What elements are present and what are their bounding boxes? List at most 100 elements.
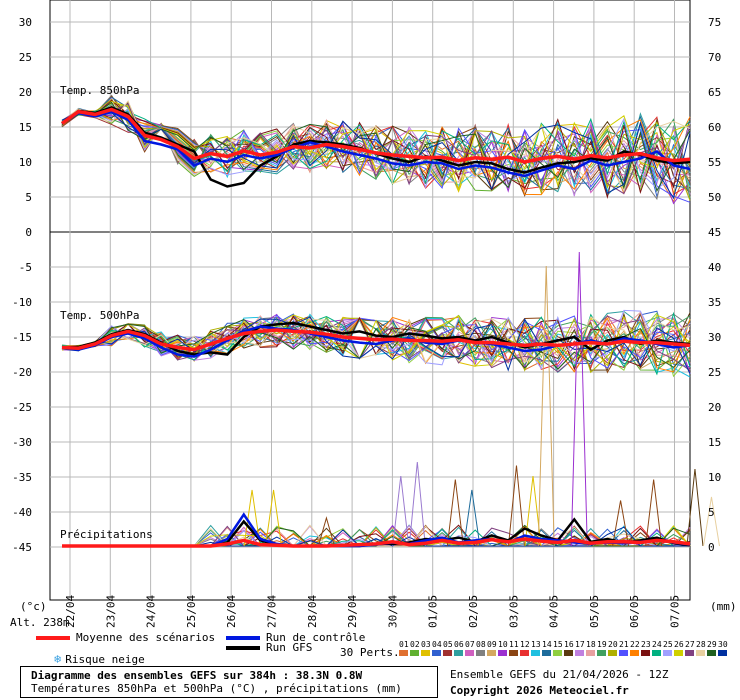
- right-tick-label: 50: [708, 191, 721, 204]
- pert-color-cell: [498, 650, 507, 656]
- left-tick-label: -40: [12, 506, 32, 519]
- pert-color-cell: [399, 650, 408, 656]
- pert-number-label: 25: [663, 640, 673, 649]
- pert-number-label: 09: [487, 640, 497, 649]
- pert-number-label: 13: [531, 640, 541, 649]
- legend-snow-label: Risque neige: [65, 653, 145, 666]
- pert-number-label: 24: [652, 640, 662, 649]
- mean-line-850: [60, 107, 691, 164]
- x-date-label: 07/05: [669, 595, 682, 628]
- right-tick-label: 15: [708, 436, 721, 449]
- pert-number-label: 12: [520, 640, 530, 649]
- left-tick-label: -10: [12, 296, 32, 309]
- pert-color-cell: [652, 650, 661, 656]
- precip-spike: [507, 465, 525, 547]
- x-date-label: 24/04: [145, 595, 158, 628]
- precip-spike: [265, 489, 283, 547]
- legend-control: Run de contrôle: [226, 631, 365, 644]
- pert-color-cell: [674, 650, 683, 656]
- precip-spike: [645, 479, 663, 547]
- pert-color-cell: [487, 650, 496, 656]
- x-date-label: 25/04: [185, 595, 198, 628]
- left-tick-label: 10: [19, 156, 32, 169]
- pert-color-cell: [553, 650, 562, 656]
- pert-color-cell: [410, 650, 419, 656]
- x-date-label: 29/04: [346, 595, 359, 628]
- precip-spike: [686, 468, 704, 547]
- pert-number-label: 05: [443, 640, 453, 649]
- control-line-850: [61, 110, 691, 178]
- x-date-label: 05/05: [588, 595, 601, 628]
- perturbation-line-850: [61, 103, 691, 195]
- footer-subtitle: Températures 850hPa et 500hPa (°C) , pré…: [31, 682, 402, 695]
- x-date-label: 23/04: [104, 595, 117, 628]
- panel-label-850: Temp. 850hPa: [60, 84, 139, 97]
- perturbation-line-500: [61, 316, 691, 364]
- left-tick-label: 5: [25, 191, 32, 204]
- mean-line-500: [61, 328, 691, 352]
- pert-color-cell: [663, 650, 672, 656]
- pert-color-cell: [476, 650, 485, 656]
- copyright: Copyright 2026 Meteociel.fr: [450, 684, 629, 697]
- right-tick-label: 0: [708, 541, 715, 554]
- pert-number-label: 22: [630, 640, 640, 649]
- x-date-label: 01/05: [427, 595, 440, 628]
- pert-number-label: 21: [619, 640, 629, 649]
- left-tick-label: 30: [19, 16, 32, 29]
- precip-spike: [570, 251, 588, 547]
- right-tick-label: 55: [708, 156, 721, 169]
- footer-title: Diagramme des ensembles GEFS sur 384h : …: [31, 669, 363, 682]
- pert-number-label: 28: [696, 640, 706, 649]
- pert-number-label: 03: [421, 640, 431, 649]
- pert-color-cell: [443, 650, 452, 656]
- x-date-label: 30/04: [386, 595, 399, 628]
- right-tick-label: 30: [708, 331, 721, 344]
- right-tick-label: 65: [708, 86, 721, 99]
- pert-number-label: 01: [399, 640, 409, 649]
- precip-spike: [446, 479, 464, 547]
- pert-number-label: 04: [432, 640, 442, 649]
- altitude-label: Alt. 238m: [10, 616, 70, 629]
- pert-color-cell: [520, 650, 529, 656]
- right-tick-label: 45: [708, 226, 721, 239]
- x-date-label: 02/05: [467, 595, 480, 628]
- legend-gfs-label: Run GFS: [266, 641, 313, 654]
- pert-number-label: 14: [542, 640, 552, 649]
- pert-number-label: 02: [410, 640, 420, 649]
- pert-number-label: 30: [718, 640, 728, 649]
- snowflake-icon: ❄: [54, 652, 62, 666]
- pert-number-label: 29: [707, 640, 717, 649]
- precip-spike: [537, 265, 555, 547]
- legend-perts: 30 Perts.: [340, 646, 400, 659]
- left-unit-label: (°c): [20, 600, 47, 613]
- pert-number-label: 06: [454, 640, 464, 649]
- legend-mean: Moyenne des scénarios: [36, 631, 215, 644]
- pert-color-cell: [542, 650, 551, 656]
- right-tick-label: 10: [708, 471, 721, 484]
- left-tick-label: 15: [19, 121, 32, 134]
- mean-line-precip: [62, 537, 691, 548]
- precip-spike: [524, 475, 542, 547]
- footer-info-box: Diagramme des ensembles GEFS sur 384h : …: [20, 666, 438, 698]
- pert-number-label: 10: [498, 640, 508, 649]
- precip-spike: [408, 461, 426, 547]
- x-date-label: 26/04: [225, 595, 238, 628]
- left-tick-label: 25: [19, 51, 32, 64]
- pert-color-cell: [619, 650, 628, 656]
- precip-spike: [392, 475, 410, 547]
- pert-number-label: 16: [564, 640, 574, 649]
- left-tick-label: 20: [19, 86, 32, 99]
- precip-spike: [702, 496, 720, 547]
- pert-color-cell: [421, 650, 430, 656]
- right-tick-label: 20: [708, 401, 721, 414]
- panel-label-500: Temp. 500hPa: [60, 309, 139, 322]
- x-date-label: 03/05: [507, 595, 520, 628]
- pert-color-cell: [575, 650, 584, 656]
- precip-spike: [243, 489, 261, 547]
- run-info: Ensemble GEFS du 21/04/2026 - 12Z: [450, 668, 669, 681]
- pert-color-cell: [685, 650, 694, 656]
- perturbation-line-850: [61, 99, 691, 200]
- pert-number-label: 08: [476, 640, 486, 649]
- plot-frame: [49, 0, 691, 601]
- x-date-label: 04/05: [548, 595, 561, 628]
